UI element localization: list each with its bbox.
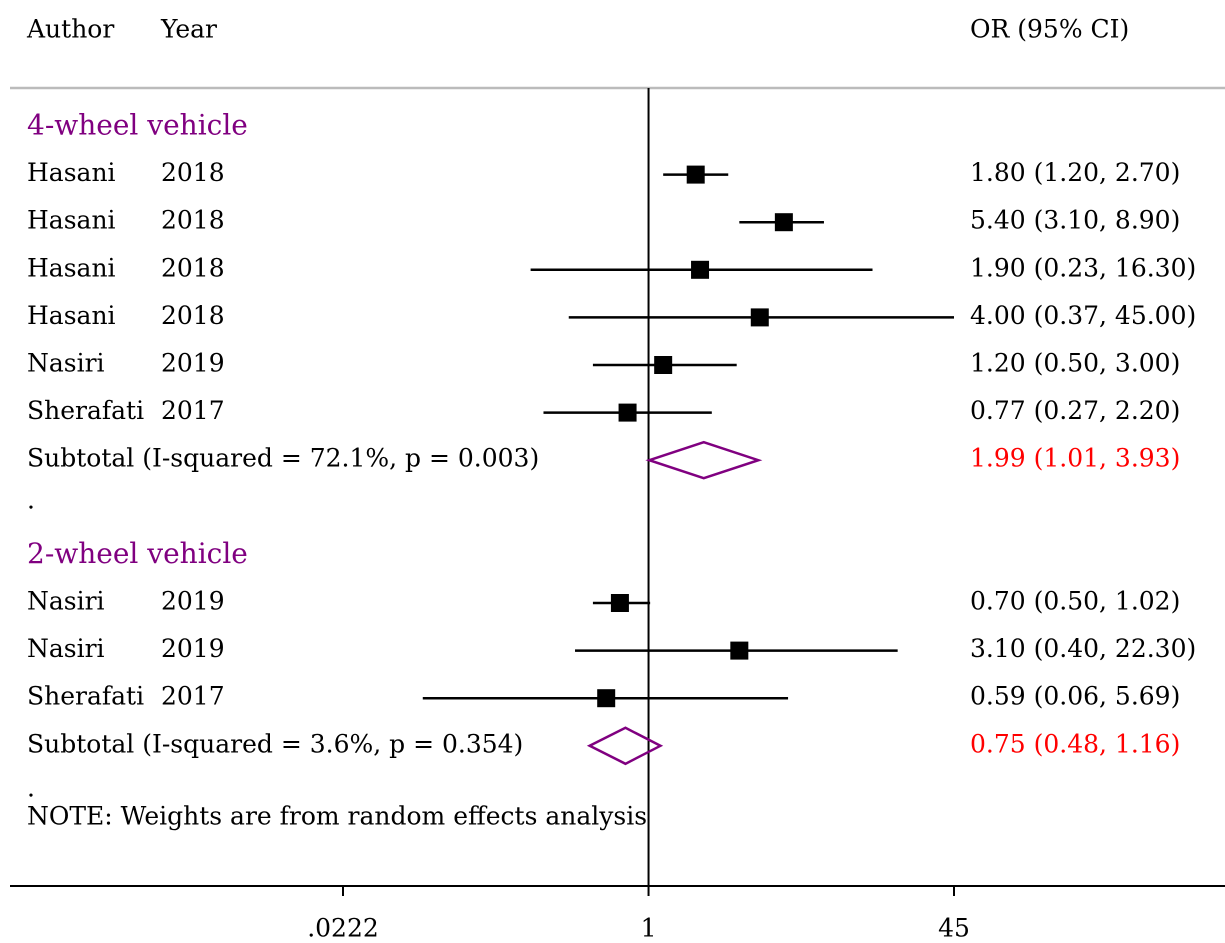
header-year: Year (160, 15, 217, 44)
point-estimate (730, 641, 749, 660)
header-author: Author (26, 15, 114, 44)
point-estimate (597, 689, 616, 708)
group-title: 4-wheel vehicle (27, 109, 248, 142)
point-estimate (774, 213, 793, 232)
separator: . (27, 774, 35, 803)
study-year: 2017 (161, 396, 225, 425)
study-ci: 1.80 (1.20, 2.70) (970, 158, 1180, 187)
study-author: Hasani (27, 253, 116, 282)
note: NOTE: Weights are from random effects an… (27, 802, 647, 831)
study-author: Hasani (27, 206, 116, 235)
study-ci: 1.20 (0.50, 3.00) (970, 349, 1180, 378)
study-ci: 0.77 (0.27, 2.20) (970, 396, 1180, 425)
subtotal-ci: 1.99 (1.01, 3.93) (970, 444, 1180, 473)
point-estimate (618, 403, 637, 422)
point-estimate (654, 356, 673, 374)
study-ci: 0.70 (0.50, 1.02) (970, 587, 1180, 616)
x-tick-label: .0222 (307, 914, 379, 943)
study-ci: 3.10 (0.40, 22.30) (970, 634, 1196, 663)
study-author: Nasiri (27, 349, 105, 378)
study-ci: 4.00 (0.37, 45.00) (970, 301, 1196, 330)
study-author: Nasiri (27, 634, 105, 663)
point-estimate (610, 594, 629, 612)
study-ci: 0.59 (0.06, 5.69) (970, 682, 1180, 711)
study-year: 2018 (161, 158, 225, 187)
study-author: Sherafati (27, 396, 144, 425)
x-tick-label: 45 (938, 914, 970, 943)
x-tick-label: 1 (641, 914, 657, 943)
study-year: 2018 (161, 301, 225, 330)
subtotal-ci: 0.75 (0.48, 1.16) (970, 729, 1180, 758)
separator: . (27, 485, 35, 514)
study-year: 2018 (161, 206, 225, 235)
study-year: 2017 (161, 682, 225, 711)
study-author: Hasani (27, 158, 116, 187)
subtotal-label: Subtotal (I-squared = 3.6%, p = 0.354) (27, 729, 523, 758)
study-year: 2019 (161, 634, 225, 663)
subtotal-label: Subtotal (I-squared = 72.1%, p = 0.003) (27, 444, 539, 473)
study-author: Nasiri (27, 587, 105, 616)
study-year: 2019 (161, 349, 225, 378)
point-estimate (750, 308, 769, 327)
study-author: Hasani (27, 301, 116, 330)
subtotal-diamond (586, 726, 664, 766)
header-estimate: OR (95% CI) (970, 15, 1129, 44)
study-year: 2018 (161, 253, 225, 282)
point-estimate (686, 165, 705, 184)
group-title: 2-wheel vehicle (27, 537, 248, 570)
study-year: 2019 (161, 587, 225, 616)
study-ci: 5.40 (3.10, 8.90) (970, 206, 1180, 235)
point-estimate (691, 260, 710, 279)
subtotal-diamond (645, 440, 763, 480)
study-author: Sherafati (27, 682, 144, 711)
study-ci: 1.90 (0.23, 16.30) (970, 253, 1196, 282)
